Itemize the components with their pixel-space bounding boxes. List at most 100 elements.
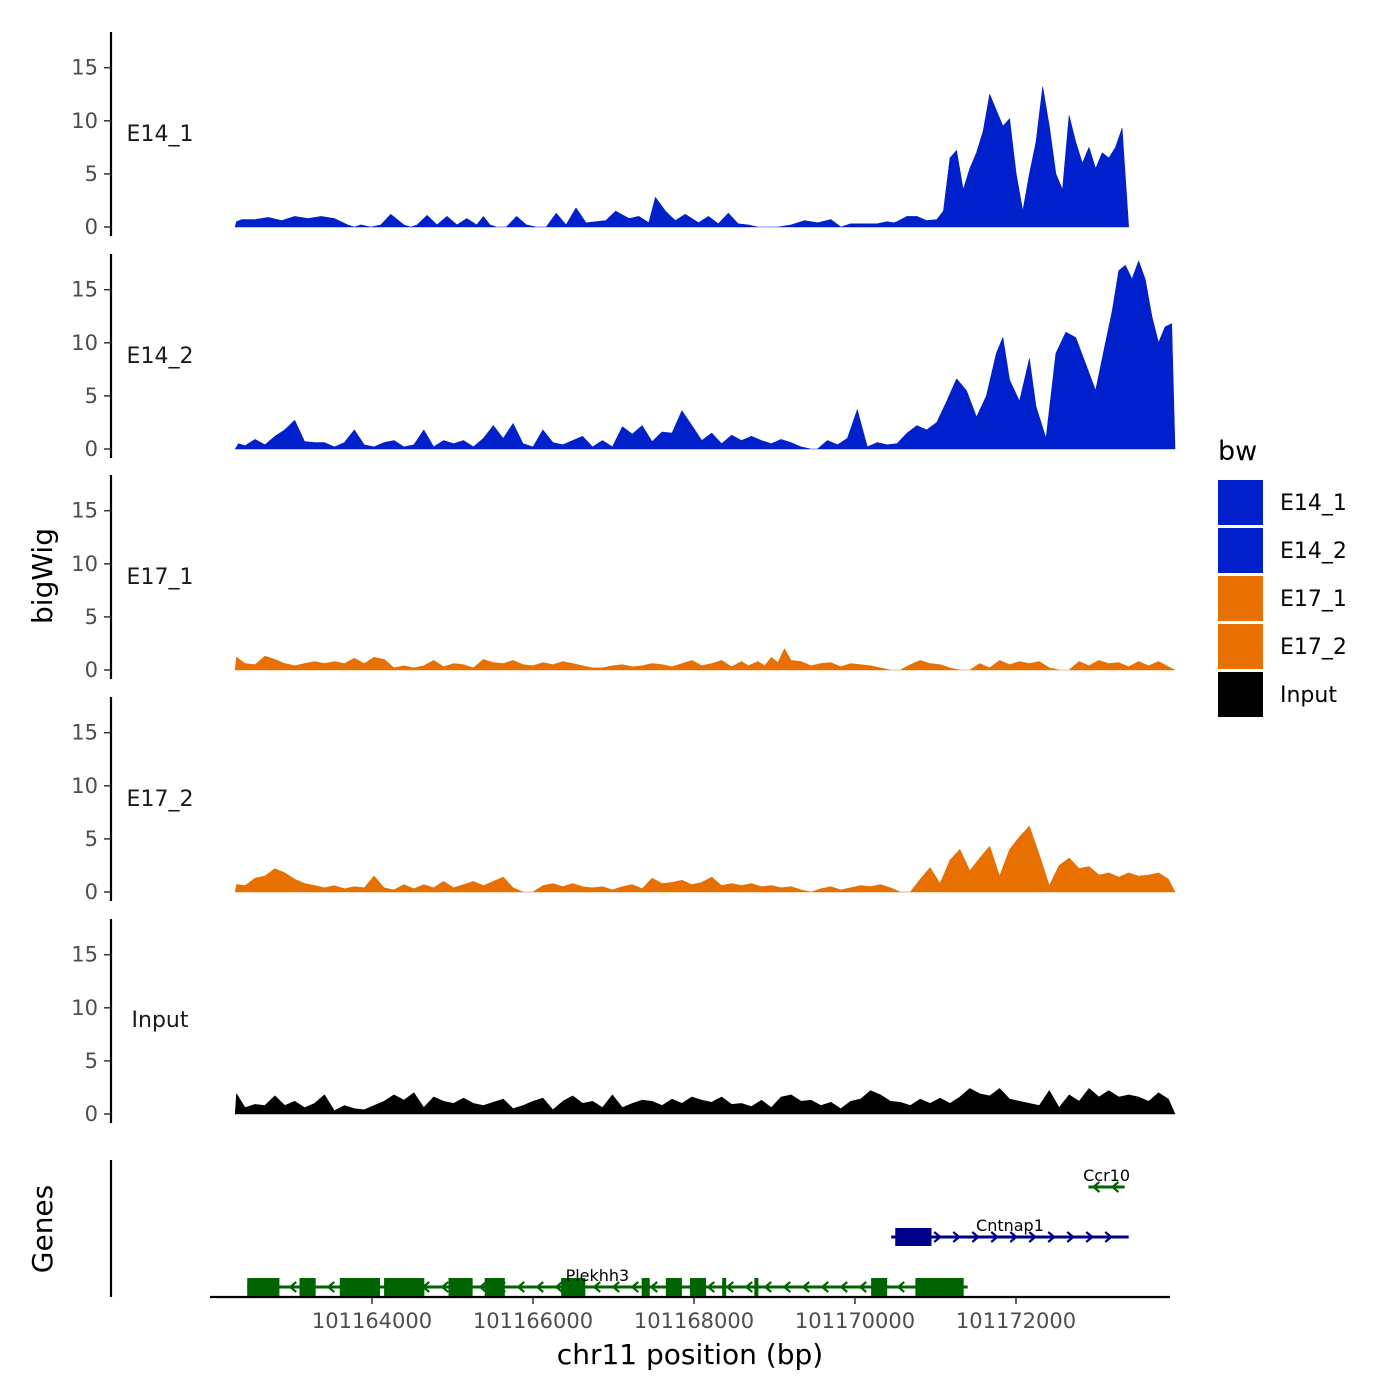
strand-arrow [952, 1231, 961, 1243]
strand-arrow [782, 1281, 791, 1293]
legend-item-e14-2: E14_2 [1218, 528, 1347, 573]
track-label: E14_1 [127, 122, 194, 147]
y-tick-label: 5 [85, 384, 98, 408]
exon [754, 1278, 759, 1296]
strand-arrow [554, 1281, 563, 1293]
y-tick-label: 5 [85, 1049, 98, 1073]
strand-arrow [478, 1281, 487, 1293]
legend-label: E17_1 [1280, 587, 1347, 612]
gene-ccr10: Ccr10 [1083, 1166, 1130, 1193]
legend-label: E14_2 [1280, 539, 1347, 564]
coverage-area-e14-1 [234, 86, 1129, 228]
strand-arrow [896, 1281, 905, 1293]
strand-arrow [725, 1281, 734, 1293]
legend-label: E14_1 [1280, 491, 1347, 516]
y-tick-label: 15 [71, 721, 98, 745]
legend-swatch [1218, 624, 1263, 669]
strand-arrow [801, 1281, 810, 1293]
gene-label: Plekhh3 [566, 1266, 630, 1285]
exon [665, 1278, 682, 1296]
strand-arrow [1066, 1231, 1075, 1243]
x-axis-ticks: 101164000 101166000 101168000 101170000 1011… [312, 1297, 1076, 1333]
strand-arrow [839, 1281, 848, 1293]
gene-plekhh3: Plekhh3 [247, 1266, 968, 1296]
track-e17-2: 0 5 10 15 E17_2 [71, 697, 1176, 904]
exon [915, 1278, 964, 1296]
track-label: Input [132, 1008, 189, 1033]
x-tick-label: 101170000 [795, 1309, 915, 1333]
y-tick-label: 10 [71, 552, 98, 576]
strand-arrow [516, 1281, 525, 1293]
y-tick-label: 10 [71, 774, 98, 798]
y-tick-label: 15 [71, 278, 98, 302]
strand-arrow [1009, 1231, 1018, 1243]
track-input: 0 5 10 15 Input [71, 919, 1176, 1126]
coverage-area-input [234, 1088, 1176, 1115]
x-tick-label: 101172000 [956, 1309, 1076, 1333]
exon [871, 1278, 888, 1296]
exon [895, 1228, 932, 1246]
exon [484, 1278, 505, 1296]
signal-tracks: 0 5 10 15 E14_1 0 5 10 15 E14_2 0 5 10 15 E17_1 0 5 10 15 E… [71, 32, 1176, 1126]
y-tick-label: 0 [85, 437, 98, 461]
legend-label: E17_2 [1280, 635, 1347, 660]
y-tick-label: 15 [71, 943, 98, 967]
strand-arrow [1085, 1231, 1094, 1243]
strand-arrow [611, 1281, 620, 1293]
x-tick-label: 101168000 [634, 1309, 754, 1333]
track-label: E17_1 [127, 565, 194, 590]
legend-swatch [1218, 528, 1263, 573]
gene-annotations: Ccr10 Cntnap1 Plekhh3 [247, 1166, 1130, 1296]
gene-label: Ccr10 [1083, 1166, 1130, 1185]
legend: E14_1 E14_2 E17_1 E17_2 Input [1218, 480, 1347, 717]
exon [561, 1278, 586, 1296]
y-axis-title: bigWig [26, 528, 59, 624]
coverage-area-e14-2 [234, 260, 1176, 450]
gene-label: Cntnap1 [976, 1216, 1044, 1235]
y-tick-label: 0 [85, 658, 98, 682]
legend-label: Input [1280, 683, 1337, 708]
y-tick-label: 10 [71, 331, 98, 355]
legend-swatch [1218, 576, 1263, 621]
track-e14-2: 0 5 10 15 E14_2 [71, 254, 1176, 461]
strand-arrow [971, 1231, 980, 1243]
track-label: E17_2 [127, 787, 194, 812]
exon [689, 1278, 707, 1296]
strand-arrow [706, 1281, 715, 1293]
legend-item-e14-1: E14_1 [1218, 480, 1347, 525]
legend-item-e17-1: E17_1 [1218, 576, 1347, 621]
y-tick-label: 15 [71, 56, 98, 80]
strand-arrow [592, 1281, 601, 1293]
y-tick-label: 10 [71, 109, 98, 133]
y-tick-label: 0 [85, 880, 98, 904]
exon [299, 1278, 316, 1296]
y-tick-label: 5 [85, 162, 98, 186]
strand-arrow [858, 1281, 867, 1293]
y-tick-label: 5 [85, 605, 98, 629]
track-e17-1: 0 5 10 15 E17_1 [71, 475, 1176, 682]
strand-arrow [1028, 1231, 1037, 1243]
legend-item-input: Input [1218, 672, 1337, 717]
x-axis-title: chr11 position (bp) [557, 1338, 823, 1371]
strand-arrow [1091, 1181, 1101, 1193]
strand-arrow [933, 1231, 942, 1243]
exon [384, 1278, 425, 1296]
exon [448, 1278, 473, 1296]
exon [339, 1278, 381, 1296]
strand-arrow [744, 1281, 753, 1293]
y-tick-label: 15 [71, 499, 98, 523]
strand-arrow [630, 1281, 639, 1293]
y-tick-label: 0 [85, 1102, 98, 1126]
exon [641, 1278, 650, 1296]
y-tick-label: 5 [85, 827, 98, 851]
legend-title: bw [1218, 436, 1257, 467]
exon [722, 1278, 727, 1296]
legend-item-e17-2: E17_2 [1218, 624, 1347, 669]
x-tick-label: 101166000 [473, 1309, 593, 1333]
strand-arrow [1047, 1231, 1056, 1243]
y-tick-label: 0 [85, 215, 98, 239]
gene-cntnap1: Cntnap1 [891, 1216, 1129, 1246]
genes-track-title: Genes [26, 1185, 59, 1273]
strand-arrow [288, 1281, 297, 1293]
